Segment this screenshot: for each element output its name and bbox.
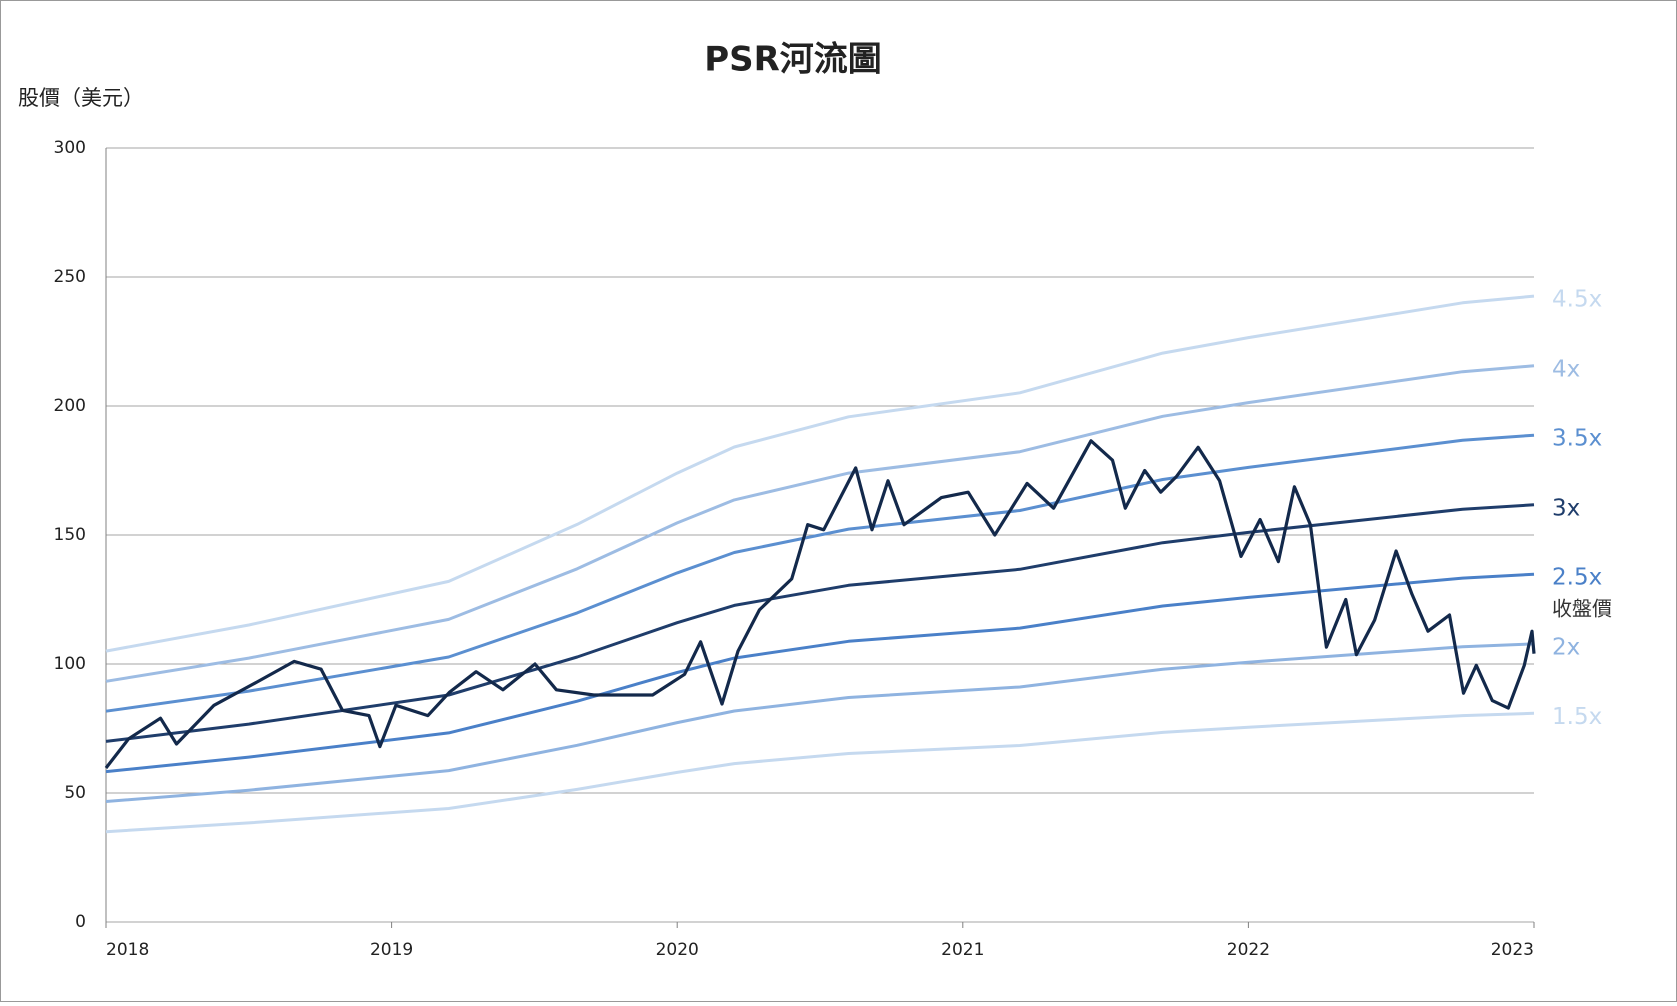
series-label: 3.5x: [1552, 426, 1602, 452]
x-tick-label: 2023: [1491, 940, 1534, 960]
band-line: [105, 294, 1535, 653]
x-tick-label: 2018: [106, 940, 149, 960]
series-label: 收盤價: [1552, 596, 1612, 620]
y-tick-label: 0: [75, 912, 86, 932]
y-tick-label: 50: [64, 783, 86, 803]
x-tick-label: 2019: [370, 940, 413, 960]
band-line: [105, 433, 1535, 713]
series-label: 3x: [1552, 495, 1580, 521]
y-tick-label: 200: [54, 396, 86, 416]
y-tick-label: 300: [54, 138, 86, 158]
band-line: [105, 364, 1535, 683]
series-label: 2.5x: [1552, 565, 1602, 591]
x-tick-label: 2021: [941, 940, 984, 960]
y-tick-label: 100: [54, 654, 86, 674]
y-axis-label: 股價（美元）: [18, 86, 144, 110]
y-tick-label: 150: [54, 525, 86, 545]
series-label: 1.5x: [1552, 704, 1602, 730]
chart-title: PSR河流圖: [704, 40, 882, 80]
x-tick-label: 2020: [656, 940, 699, 960]
band-line: [105, 711, 1535, 834]
series-label: 4.5x: [1552, 287, 1602, 313]
price-line: [104, 439, 1536, 769]
series-label: 4x: [1552, 356, 1580, 382]
x-tick-label: 2022: [1227, 940, 1270, 960]
band-line: [105, 572, 1535, 774]
band-line: [105, 642, 1535, 803]
y-tick-label: 250: [54, 267, 86, 287]
series-label: 2x: [1552, 634, 1580, 660]
